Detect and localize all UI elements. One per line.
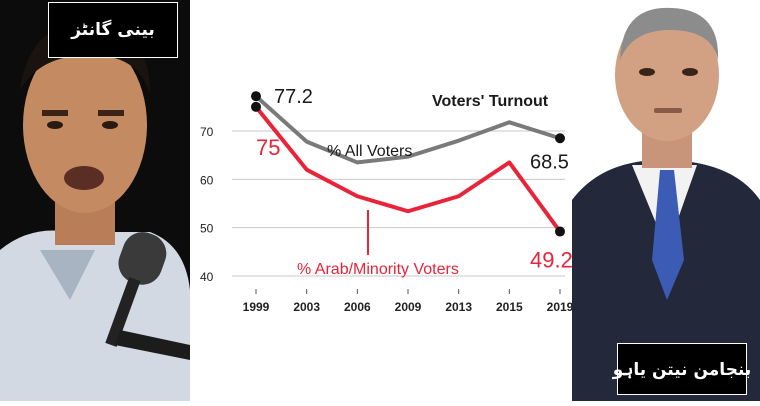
data-label: 77.2: [274, 86, 313, 108]
x-tick-label: 1999: [243, 300, 270, 314]
data-label: 68.5: [530, 151, 569, 173]
y-tick-label: 50: [200, 222, 214, 236]
y-tick-label: 60: [200, 173, 214, 187]
series-line-all-voters: [254, 94, 562, 165]
x-tick-label: 2015: [496, 300, 523, 314]
politician-right-illustration: [572, 0, 760, 401]
data-labels: 77.2 68.5 75 49.2: [256, 86, 573, 273]
y-tick-labels: 70 60 50 40: [200, 125, 214, 284]
series-lines: [254, 94, 562, 234]
politician-left-illustration: [0, 0, 190, 401]
x-tick-label: 2003: [293, 300, 320, 314]
chart-title: Voters' Turnout: [432, 93, 549, 110]
politician-right-caption: بنجامن نیتن یاہو: [613, 343, 751, 395]
data-label: 75: [256, 135, 280, 160]
data-point-marker: [555, 226, 565, 237]
voter-turnout-chart: 70 60 50 40 1999 2003 2006 2009 2013 2015 2019 77…: [190, 0, 574, 401]
data-point-marker: [555, 133, 565, 144]
series-label-all-voters: % All Voters: [327, 143, 412, 160]
endpoint-markers: [251, 91, 565, 237]
series-label-arab-voters: % Arab/Minority Voters: [297, 261, 459, 278]
data-label: 49.2: [530, 248, 572, 273]
series-line-arab-voters: [254, 104, 562, 234]
x-tick-label: 2006: [344, 300, 371, 314]
politician-left-photo: [0, 0, 190, 401]
x-tick-label: 2009: [395, 300, 422, 314]
data-point-marker: [251, 91, 261, 102]
y-tick-label: 40: [200, 270, 214, 284]
politician-right-photo: [572, 0, 760, 401]
chart-canvas: 70 60 50 40 1999 2003 2006 2009 2013 2015 2019 77…: [200, 86, 574, 314]
data-point-marker: [251, 101, 261, 112]
politician-left-caption: بینی گانٹز: [48, 2, 178, 58]
y-tick-label: 70: [200, 125, 214, 139]
x-tick-labels: 1999 2003 2006 2009 2013 2015 2019: [243, 289, 574, 314]
x-tick-label: 2013: [445, 300, 472, 314]
x-tick-label: 2019: [547, 300, 572, 314]
grid-lines: [232, 130, 565, 277]
